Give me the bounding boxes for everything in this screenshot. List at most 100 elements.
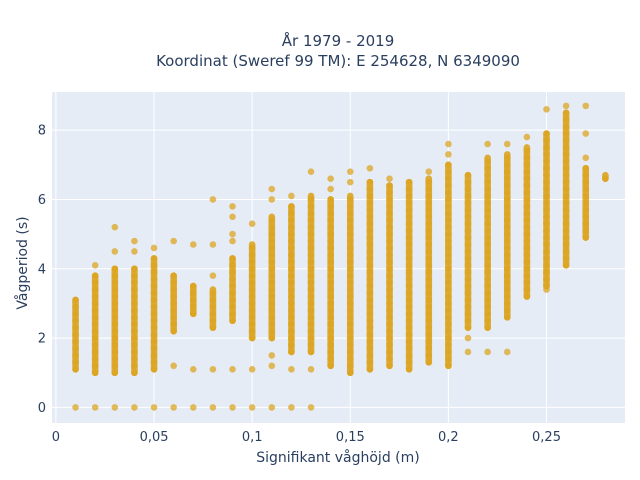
data-point (484, 261, 491, 269)
data-point (91, 300, 99, 307)
data-point (503, 140, 511, 148)
data-point (366, 338, 374, 345)
data-point (386, 175, 393, 182)
data-point (405, 220, 413, 228)
data-point (445, 251, 452, 259)
data-point (268, 196, 276, 203)
data-point (562, 185, 570, 193)
data-point (248, 279, 256, 286)
data-point (268, 258, 276, 266)
data-point (405, 185, 413, 193)
data-point (484, 282, 491, 290)
data-point (405, 234, 413, 241)
data-point (445, 151, 452, 158)
data-point (445, 175, 452, 182)
data-point (445, 272, 452, 279)
data-point (131, 286, 138, 293)
data-point (484, 199, 491, 207)
data-point (327, 223, 334, 231)
data-point (72, 345, 79, 352)
data-point (464, 171, 472, 179)
data-point (386, 251, 393, 259)
data-point (366, 303, 374, 311)
data-point (562, 151, 570, 158)
data-point (268, 362, 276, 370)
data-point (288, 251, 295, 259)
data-point (288, 341, 295, 349)
data-column (523, 144, 531, 300)
data-point (405, 331, 413, 338)
data-point (209, 404, 217, 411)
data-point (248, 307, 256, 314)
data-point (445, 168, 452, 176)
data-column (346, 192, 354, 377)
data-point (346, 313, 354, 321)
data-point (562, 206, 570, 214)
x-axis-label: Signifikant våghöjd (m) (256, 449, 419, 466)
data-point (425, 282, 433, 290)
data-point (268, 286, 276, 293)
data-point (405, 317, 413, 325)
data-point (268, 237, 276, 245)
data-point (170, 320, 177, 328)
data-point (523, 237, 531, 245)
data-point (445, 355, 452, 363)
data-point (111, 362, 119, 370)
data-point (248, 251, 256, 259)
data-point (288, 327, 295, 335)
data-point (131, 369, 138, 377)
data-point (425, 192, 433, 200)
data-point (288, 293, 295, 300)
data-point (445, 223, 452, 231)
data-point (445, 258, 452, 266)
data-point (425, 317, 433, 325)
data-point (425, 268, 433, 276)
data-point (562, 220, 570, 228)
data-point (366, 234, 374, 241)
data-point (366, 345, 374, 352)
data-point (327, 293, 334, 300)
data-point (562, 144, 570, 151)
data-point (464, 296, 472, 304)
data-point (425, 255, 433, 262)
data-point (288, 279, 295, 286)
data-point (307, 313, 315, 321)
data-point (582, 192, 590, 200)
data-point (366, 282, 374, 290)
data-point (72, 303, 79, 311)
data-point (484, 241, 491, 248)
data-column (405, 178, 413, 373)
data-point (91, 313, 99, 321)
data-point (543, 199, 550, 207)
data-point (484, 255, 491, 262)
data-point (170, 313, 177, 321)
chart-subtitle: Koordinat (Sweref 99 TM): E 254628, N 63… (156, 52, 520, 70)
data-point (131, 300, 138, 307)
data-point (327, 334, 334, 342)
data-point (170, 307, 177, 314)
data-point (268, 320, 276, 328)
data-point (288, 334, 295, 342)
data-point (445, 320, 452, 328)
data-point (91, 355, 99, 363)
data-point (445, 313, 452, 321)
data-point (288, 203, 295, 210)
data-point (543, 158, 550, 165)
data-point (464, 206, 472, 214)
data-column (209, 286, 217, 331)
data-point (405, 248, 413, 255)
data-point (425, 331, 433, 338)
data-point (268, 251, 276, 259)
data-point (562, 213, 570, 221)
data-point (307, 334, 315, 342)
data-point (288, 365, 295, 373)
data-point (503, 300, 511, 307)
data-point (327, 237, 334, 245)
data-point (582, 234, 590, 241)
data-point (346, 355, 354, 363)
data-point (464, 282, 472, 290)
data-point (268, 223, 276, 231)
data-point (543, 192, 550, 200)
data-point (386, 334, 393, 342)
data-point (268, 279, 276, 286)
